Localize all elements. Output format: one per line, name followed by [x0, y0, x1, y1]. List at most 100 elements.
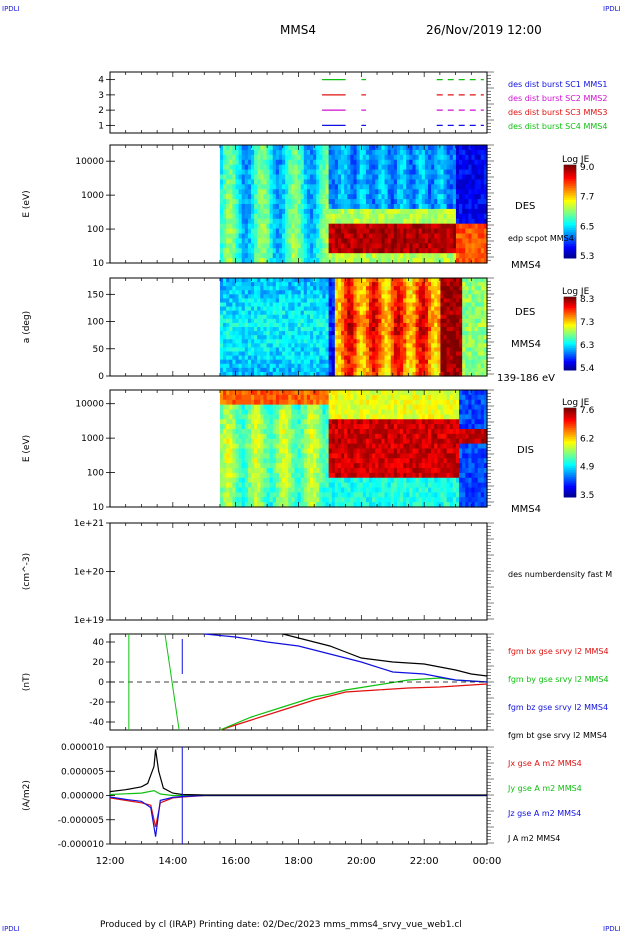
heatmap-cell	[356, 298, 361, 304]
heatmap-cell	[446, 248, 451, 254]
heatmap-cell	[260, 390, 265, 396]
heatmap-cell	[449, 258, 454, 264]
des-energy-colorbar-band	[564, 218, 576, 222]
heatmap-cell	[459, 371, 463, 377]
heatmap-cell	[300, 294, 305, 300]
heatmap-cell	[254, 310, 258, 316]
heatmap-cell	[434, 367, 438, 373]
heatmap-cell	[229, 164, 233, 171]
heatmap-cell	[362, 145, 367, 151]
heatmap-cell	[409, 189, 414, 195]
heatmap-cell	[251, 390, 255, 396]
heatmap-cell	[328, 228, 333, 235]
heatmap-cell	[328, 154, 333, 161]
heatmap-cell	[269, 306, 274, 312]
heatmap-cell	[334, 290, 339, 295]
heatmap-cell	[415, 355, 420, 361]
heatmap-cell	[241, 248, 246, 254]
heatmap-cell	[384, 238, 389, 244]
heatmap-cell	[235, 199, 240, 205]
heatmap-cell	[378, 218, 383, 225]
heatmap-cell	[316, 294, 320, 300]
heatmap-cell	[362, 282, 367, 287]
heatmap-cell	[238, 419, 243, 425]
heatmap-cell	[369, 208, 373, 215]
heatmap-cell	[449, 223, 454, 230]
heatmap-cell	[356, 208, 361, 215]
heatmap-cell	[266, 208, 271, 215]
heatmap-cell	[477, 363, 482, 369]
heatmap-cell	[226, 404, 230, 411]
heatmap-cell	[235, 189, 240, 195]
heatmap-cell	[303, 347, 308, 353]
heatmap-cell	[483, 343, 488, 349]
heatmap-cell	[415, 179, 420, 185]
heatmap-cell	[244, 367, 249, 373]
heatmap-cell	[328, 363, 333, 369]
heatmap-cell	[269, 351, 274, 357]
heatmap-cell	[257, 429, 261, 435]
heatmap-cell	[337, 218, 342, 225]
heatmap-cell	[278, 322, 283, 328]
heatmap-cell	[257, 363, 261, 369]
heatmap-cell	[459, 174, 463, 181]
heatmap-cell	[303, 233, 308, 240]
heatmap-cell	[275, 174, 280, 181]
des-pitch-tick-label: 50	[93, 345, 105, 355]
heatmap-cell	[350, 290, 355, 295]
heatmap-cell	[251, 243, 255, 249]
heatmap-cell	[254, 443, 258, 450]
heatmap-cell	[406, 213, 410, 220]
heatmap-cell	[393, 343, 398, 349]
heatmap-cell	[359, 331, 364, 336]
heatmap-cell	[381, 294, 386, 300]
heatmap-cell	[331, 282, 336, 287]
heatmap-cell	[359, 351, 364, 357]
heatmap-cell	[319, 351, 324, 357]
heatmap-cell	[306, 199, 311, 205]
heatmap-cell	[431, 322, 435, 328]
heatmap-cell	[285, 159, 289, 166]
des-energy-colorbar-band	[564, 209, 576, 212]
heatmap-cell	[282, 154, 286, 161]
heatmap-cell	[282, 367, 286, 373]
heatmap-cell	[455, 335, 460, 340]
heatmap-cell	[244, 253, 249, 259]
heatmap-cell	[257, 390, 261, 396]
heatmap-cell	[468, 164, 473, 171]
heatmap-cell	[396, 223, 401, 230]
heatmap-cell	[369, 322, 373, 328]
heatmap-cell	[331, 149, 336, 156]
heatmap-cell	[390, 213, 395, 220]
heatmap-cell	[238, 169, 243, 176]
heatmap-cell	[462, 149, 466, 156]
heatmap-cell	[477, 174, 482, 181]
heatmap-cell	[428, 371, 432, 377]
heatmap-cell	[244, 355, 249, 361]
des-energy-tick-label: 1000	[81, 191, 104, 201]
heatmap-cell	[446, 343, 451, 349]
heatmap-cell	[266, 448, 271, 454]
heatmap-cell	[459, 218, 463, 225]
heatmap-cell	[232, 310, 237, 316]
heatmap-cell	[275, 458, 280, 464]
heatmap-cell	[238, 482, 243, 489]
heatmap-cell	[471, 314, 476, 320]
heatmap-cell	[474, 310, 479, 316]
heatmap-cell	[471, 204, 476, 210]
heatmap-cell	[434, 218, 438, 225]
heatmap-cell	[241, 145, 246, 151]
heatmap-cell	[434, 223, 438, 230]
heatmap-cell	[359, 306, 364, 312]
heatmap-cell	[403, 154, 407, 161]
heatmap-cell	[372, 189, 376, 195]
heatmap-cell	[219, 213, 224, 220]
heatmap-cell	[337, 278, 342, 283]
heatmap-cell	[381, 253, 386, 259]
heatmap-cell	[477, 347, 482, 353]
heatmap-cell	[254, 463, 258, 469]
heatmap-cell	[331, 194, 336, 200]
heatmap-cell	[241, 314, 246, 320]
heatmap-cell	[378, 184, 383, 190]
heatmap-cell	[275, 327, 280, 332]
